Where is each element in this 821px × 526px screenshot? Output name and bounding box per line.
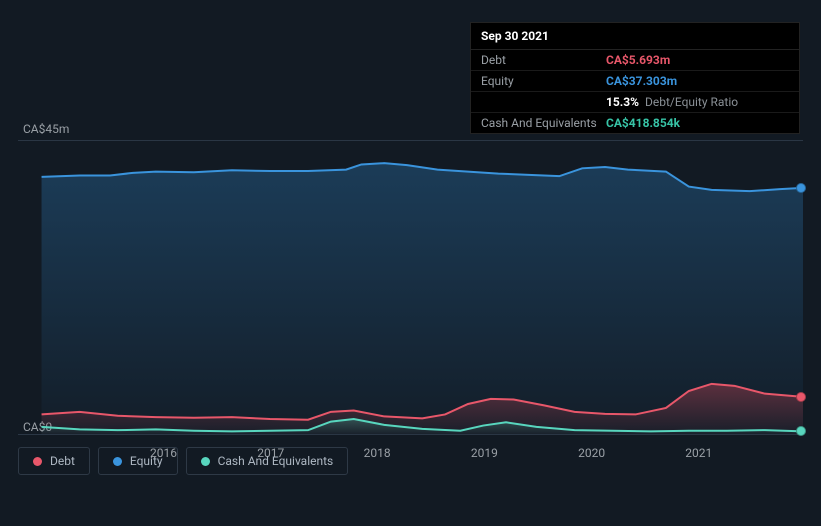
tooltip-row-label: Debt <box>481 53 606 67</box>
tooltip-row: 15.3% Debt/Equity Ratio <box>471 92 799 113</box>
legend-dot-icon <box>33 457 42 466</box>
x-axis-tick: 2018 <box>364 446 391 460</box>
x-axis-tick: 2019 <box>471 446 498 460</box>
x-axis-tick: 2020 <box>578 446 605 460</box>
tooltip-row-value: CA$37.303m <box>606 74 677 88</box>
chart-svg <box>18 141 803 434</box>
legend: Debt Equity Cash And Equivalents <box>18 447 348 475</box>
x-axis-tick: 2021 <box>685 446 712 460</box>
chart-tooltip: Sep 30 2021 DebtCA$5.693mEquityCA$37.303… <box>470 22 800 134</box>
financial-chart: CA$45m CA$0 201620172018201920202021 Deb… <box>18 120 803 475</box>
series-endpoint-icon <box>796 183 806 193</box>
plot-area[interactable] <box>18 140 803 435</box>
legend-item-label: Cash And Equivalents <box>218 454 334 468</box>
legend-item[interactable]: Equity <box>98 447 178 475</box>
legend-item-label: Debt <box>50 454 75 468</box>
legend-item-label: Equity <box>130 454 163 468</box>
tooltip-row-label <box>481 95 606 109</box>
y-axis-max-label: CA$45m <box>23 122 69 136</box>
tooltip-row-value: 15.3% <box>606 95 639 109</box>
legend-item[interactable]: Debt <box>18 447 90 475</box>
tooltip-row: DebtCA$5.693m <box>471 50 799 71</box>
tooltip-row: EquityCA$37.303m <box>471 71 799 92</box>
tooltip-row-value: CA$5.693m <box>606 53 670 67</box>
tooltip-date: Sep 30 2021 <box>471 23 799 50</box>
series-endpoint-icon <box>796 392 806 402</box>
series-endpoint-icon <box>796 426 806 436</box>
tooltip-row-label: Equity <box>481 74 606 88</box>
legend-item[interactable]: Cash And Equivalents <box>186 447 349 475</box>
legend-dot-icon <box>113 457 122 466</box>
tooltip-row-suffix: Debt/Equity Ratio <box>645 95 738 109</box>
legend-dot-icon <box>201 457 210 466</box>
